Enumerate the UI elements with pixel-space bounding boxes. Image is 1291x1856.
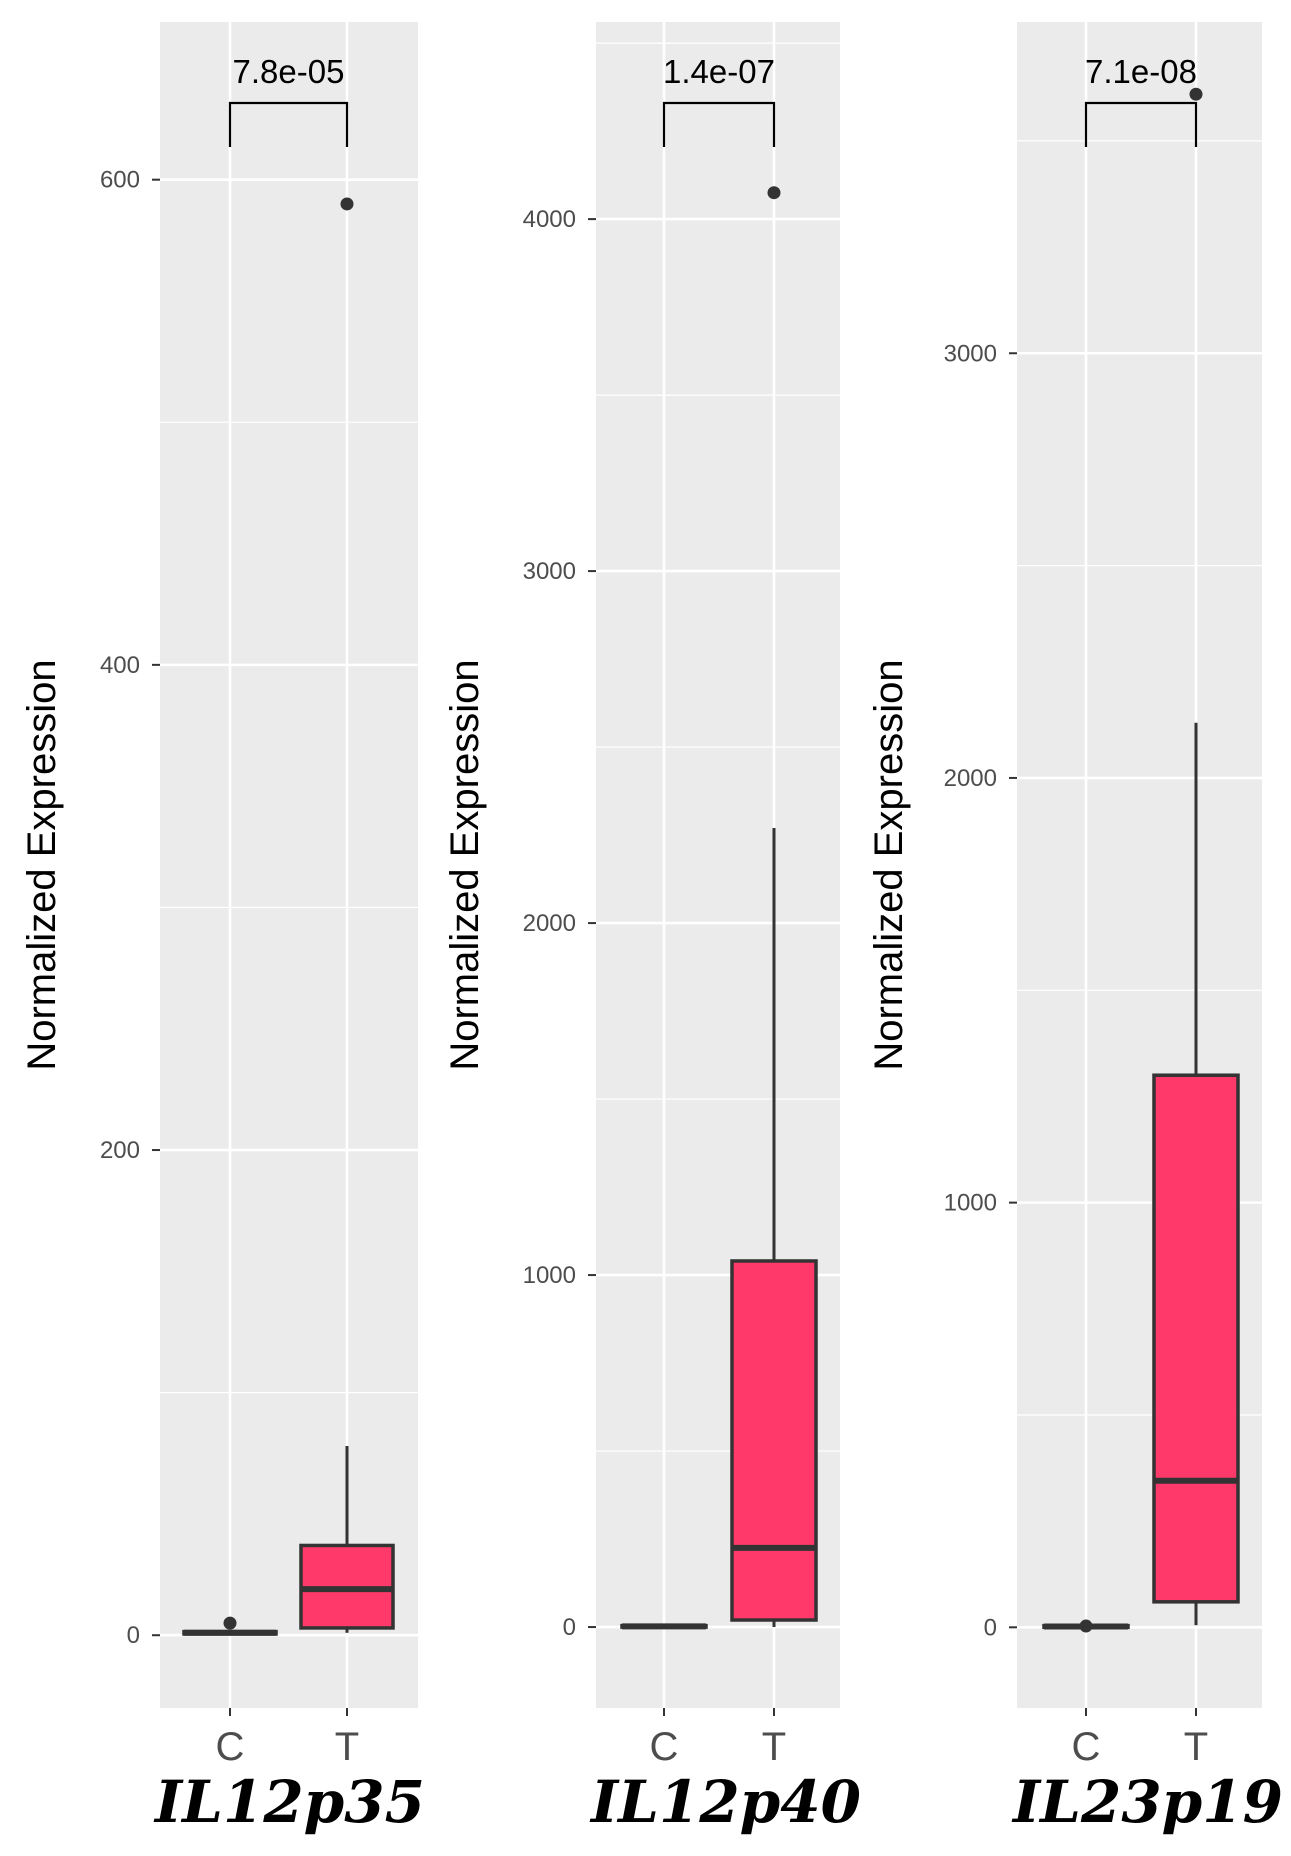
- x-tick-label: T: [335, 1725, 359, 1769]
- y-tick-label: 4000: [523, 206, 576, 233]
- significance-bracket: [662, 101, 776, 147]
- significance-bracket: [1084, 101, 1198, 147]
- box-C: [620, 1623, 708, 1630]
- box-T: [299, 1446, 395, 1633]
- box-T: [730, 828, 818, 1628]
- y-tick-label: 0: [984, 1614, 997, 1641]
- gene-title: IL12p35: [153, 1768, 425, 1836]
- p-value-label: 7.8e-05: [233, 53, 345, 90]
- significance-bracket: [228, 101, 349, 147]
- y-axis-label: Normalized Expression: [20, 659, 64, 1070]
- y-tick-label: 0: [563, 1614, 576, 1641]
- y-tick-label: 400: [100, 652, 140, 679]
- outlier-point: [340, 197, 354, 211]
- gene-title: IL23p19: [1011, 1768, 1283, 1836]
- outlier-point: [223, 1616, 237, 1630]
- chart-panel-IL12p35: 0 200 400 600 7.8e-05 C T Normalized Expression…: [20, 22, 425, 1836]
- box-T: [1152, 722, 1240, 1626]
- outlier-point: [767, 186, 781, 200]
- p-value-label: 7.1e-08: [1085, 53, 1197, 90]
- x-tick-label: C: [650, 1725, 679, 1769]
- x-tick-label: T: [1184, 1725, 1208, 1769]
- box-body: [730, 1259, 818, 1622]
- y-tick-label: 3000: [523, 558, 576, 585]
- panel-background: [160, 22, 418, 1708]
- y-axis-label: Normalized Expression: [443, 659, 487, 1070]
- outlier-point: [1079, 1619, 1093, 1633]
- y-tick-label: 600: [100, 167, 140, 194]
- y-tick-label: 1000: [523, 1262, 576, 1289]
- y-tick-label: 3000: [944, 340, 997, 367]
- x-tick-label: C: [216, 1725, 245, 1769]
- outlier-point: [1189, 87, 1203, 101]
- box-body: [1152, 1073, 1240, 1604]
- y-tick-label: 0: [127, 1622, 140, 1649]
- p-value-label: 1.4e-07: [663, 53, 775, 90]
- x-tick-label: C: [1072, 1725, 1101, 1769]
- box-C: [182, 1629, 278, 1636]
- x-tick-label: T: [762, 1725, 786, 1769]
- y-tick-label: 1000: [944, 1190, 997, 1217]
- y-tick-label: 200: [100, 1137, 140, 1164]
- chart-panel-IL12p40: 0 1000 2000 3000 4000 1.4e-07 C T Normalized Exp…: [443, 22, 861, 1836]
- gene-title: IL12p40: [589, 1768, 861, 1836]
- y-axis-label: Normalized Expression: [867, 659, 911, 1070]
- y-tick-label: 2000: [523, 910, 576, 937]
- chart-panel-IL23p19: 0 1000 2000 3000 7.1e-08 C T Normalized Express…: [867, 22, 1283, 1836]
- y-tick-label: 2000: [944, 765, 997, 792]
